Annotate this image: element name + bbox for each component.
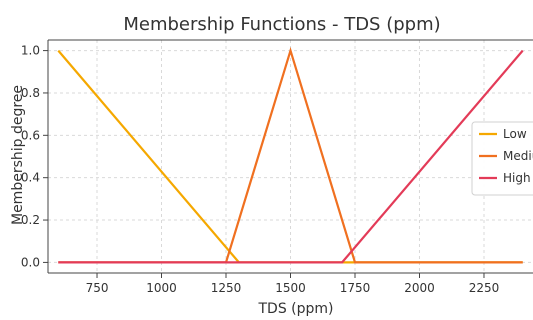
y-axis-label: Membership degree <box>10 85 26 225</box>
y-tick-label: 0.4 <box>21 171 40 185</box>
y-tick-label: 0.0 <box>21 255 40 269</box>
series-layer <box>57 46 524 264</box>
x-tick-label: 2000 <box>404 281 435 295</box>
legend-label-high: High <box>503 171 531 185</box>
x-tick-label: 1500 <box>275 281 306 295</box>
y-tick-label: 0.2 <box>21 213 40 227</box>
grid-layer <box>48 40 533 273</box>
ticks-layer: 750 1000 1250 1500 1750 2000 2250 0.0 0.2 0.4 0.6 0… <box>21 44 499 295</box>
x-tick-label: 1000 <box>146 281 177 295</box>
legend-box <box>471 121 533 196</box>
chart-title: Membership Functions - TDS (ppm) <box>123 14 440 35</box>
x-tick-label: 1250 <box>211 281 242 295</box>
legend-label-low: Low <box>503 127 527 141</box>
legend: Low Medium High <box>471 121 533 196</box>
legend-label-medium: Medium <box>503 149 533 163</box>
x-tick-label: 1750 <box>340 281 371 295</box>
x-tick-label: 750 <box>86 281 109 295</box>
series-line-high <box>58 49 524 264</box>
x-axis-label: TDS (ppm) <box>257 301 333 317</box>
y-tick-label: 0.8 <box>21 86 40 100</box>
y-tick-label: 1.0 <box>21 44 40 58</box>
x-tick-label: 2250 <box>469 281 500 295</box>
y-tick-label: 0.6 <box>21 128 40 142</box>
